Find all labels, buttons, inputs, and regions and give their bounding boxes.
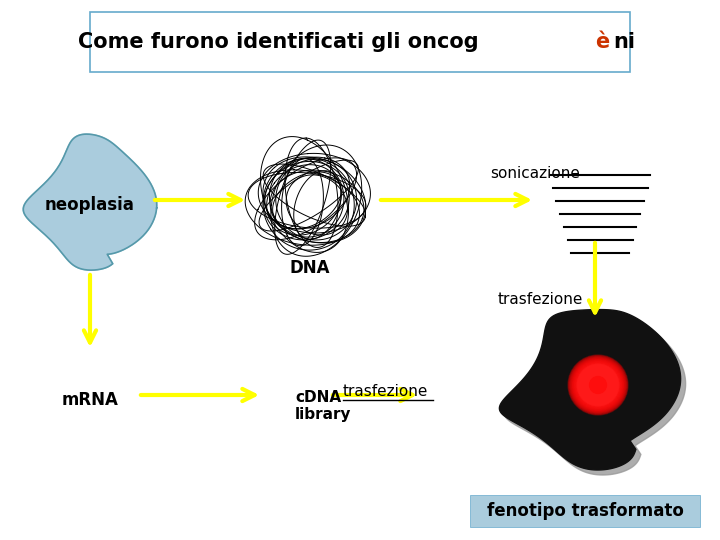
Text: library: library — [295, 408, 351, 422]
Circle shape — [584, 371, 612, 399]
Circle shape — [570, 356, 626, 414]
Text: cDNA: cDNA — [295, 389, 341, 404]
Circle shape — [588, 375, 608, 395]
Circle shape — [577, 364, 618, 406]
Circle shape — [590, 376, 606, 394]
Circle shape — [574, 361, 622, 409]
Circle shape — [578, 365, 618, 405]
Circle shape — [593, 380, 603, 390]
FancyBboxPatch shape — [90, 12, 630, 72]
Circle shape — [580, 367, 616, 403]
Circle shape — [568, 355, 628, 415]
Circle shape — [569, 356, 627, 414]
Circle shape — [593, 380, 603, 390]
Circle shape — [577, 363, 619, 407]
Text: DNA: DNA — [289, 259, 330, 277]
Circle shape — [595, 383, 600, 387]
Circle shape — [595, 382, 601, 388]
Circle shape — [580, 367, 616, 403]
Polygon shape — [23, 134, 157, 270]
Circle shape — [575, 362, 621, 408]
Text: trasfezione: trasfezione — [343, 384, 428, 400]
Circle shape — [571, 358, 625, 412]
Circle shape — [585, 373, 611, 397]
Text: è: è — [595, 32, 609, 52]
Circle shape — [582, 369, 614, 401]
Circle shape — [573, 360, 623, 410]
Circle shape — [590, 377, 606, 393]
Text: trasfezione: trasfezione — [498, 293, 583, 307]
Circle shape — [576, 363, 621, 407]
Text: mRNA: mRNA — [62, 391, 118, 409]
Text: neoplasia: neoplasia — [45, 196, 135, 214]
Circle shape — [581, 368, 615, 402]
Text: sonicazione: sonicazione — [490, 165, 580, 180]
Circle shape — [579, 366, 617, 404]
Circle shape — [592, 379, 604, 391]
Circle shape — [583, 370, 613, 400]
Circle shape — [589, 376, 607, 394]
Circle shape — [591, 378, 605, 392]
Circle shape — [597, 384, 599, 386]
Circle shape — [588, 374, 609, 396]
Text: ni: ni — [613, 32, 636, 52]
Circle shape — [572, 359, 624, 411]
Circle shape — [585, 372, 611, 398]
Circle shape — [594, 381, 602, 389]
Polygon shape — [505, 315, 685, 475]
Circle shape — [582, 369, 613, 400]
FancyBboxPatch shape — [470, 495, 700, 527]
Circle shape — [587, 374, 610, 396]
Polygon shape — [500, 309, 680, 470]
Circle shape — [572, 360, 624, 410]
Circle shape — [570, 357, 626, 413]
Text: Come furono identificati gli oncog: Come furono identificati gli oncog — [78, 32, 479, 52]
Circle shape — [596, 383, 600, 387]
Text: fenotipo trasformato: fenotipo trasformato — [487, 502, 683, 520]
